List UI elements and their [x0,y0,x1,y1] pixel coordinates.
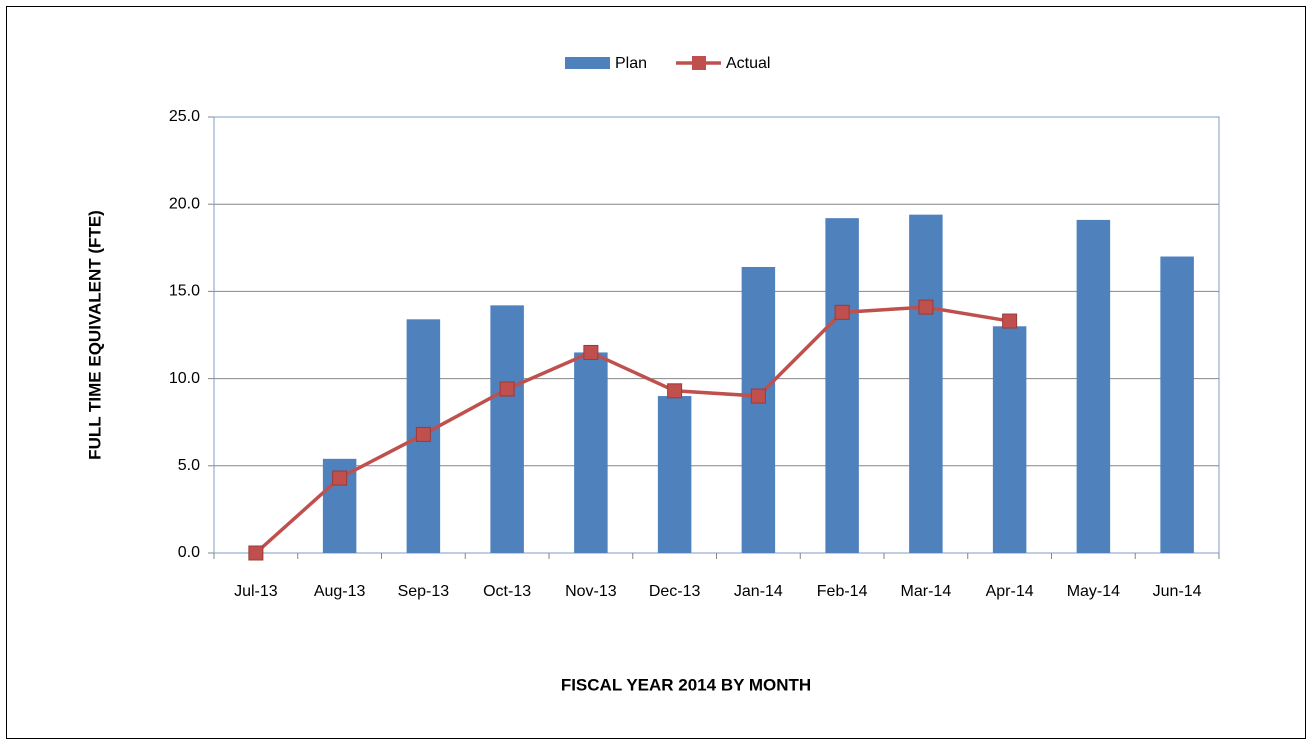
line [254,305,1010,555]
x-tick-label: Jan-14 [734,583,783,600]
x-tick-label: Jun-14 [1153,583,1202,600]
x-tick-label: Nov-13 [565,583,617,600]
y-tick-label: 5.0 [178,457,200,474]
x-tick-label: Sep-13 [398,583,450,600]
marker [499,381,515,397]
y-tick-label: 25.0 [169,108,200,125]
x-tick-label: Oct-13 [483,583,531,600]
marker [332,470,348,486]
marker [667,383,683,399]
marker [415,426,431,442]
bar [574,352,608,553]
x-tick-label: Mar-14 [901,583,952,600]
legend-swatch [565,57,610,69]
x-tick-label: Dec-13 [649,583,701,600]
x-axis-label: FISCAL YEAR 2014 BY MONTH [561,675,811,694]
marker [583,344,599,360]
y-tick-label: 10.0 [169,370,200,387]
marker [750,388,766,404]
chart-border [6,6,1306,739]
x-tick-label: Aug-13 [314,583,366,600]
x-tick-label: Apr-14 [986,583,1034,600]
marker [834,304,850,320]
bar [992,326,1027,553]
x-tick-label: May-14 [1067,583,1120,600]
marker [248,545,264,561]
y-tick-label: 20.0 [169,195,200,212]
marker [918,299,934,315]
y-tick-label: 15.0 [169,283,200,300]
legend-label: Actual [726,55,770,72]
legend-label: Plan [615,55,647,72]
bar [909,214,943,553]
bar [1160,256,1194,553]
marker [1002,313,1018,329]
y-tick-label: 0.0 [178,544,200,561]
bar [741,266,776,553]
bar [1076,219,1111,553]
x-tick-label: Jul-13 [234,583,278,600]
bar [490,305,524,553]
legend-marker [692,56,706,70]
bar [657,396,692,553]
x-tick-label: Feb-14 [817,583,868,600]
bar [825,218,859,554]
y-axis-label: FULL TIME EQUIVALENT (FTE) [85,210,104,460]
